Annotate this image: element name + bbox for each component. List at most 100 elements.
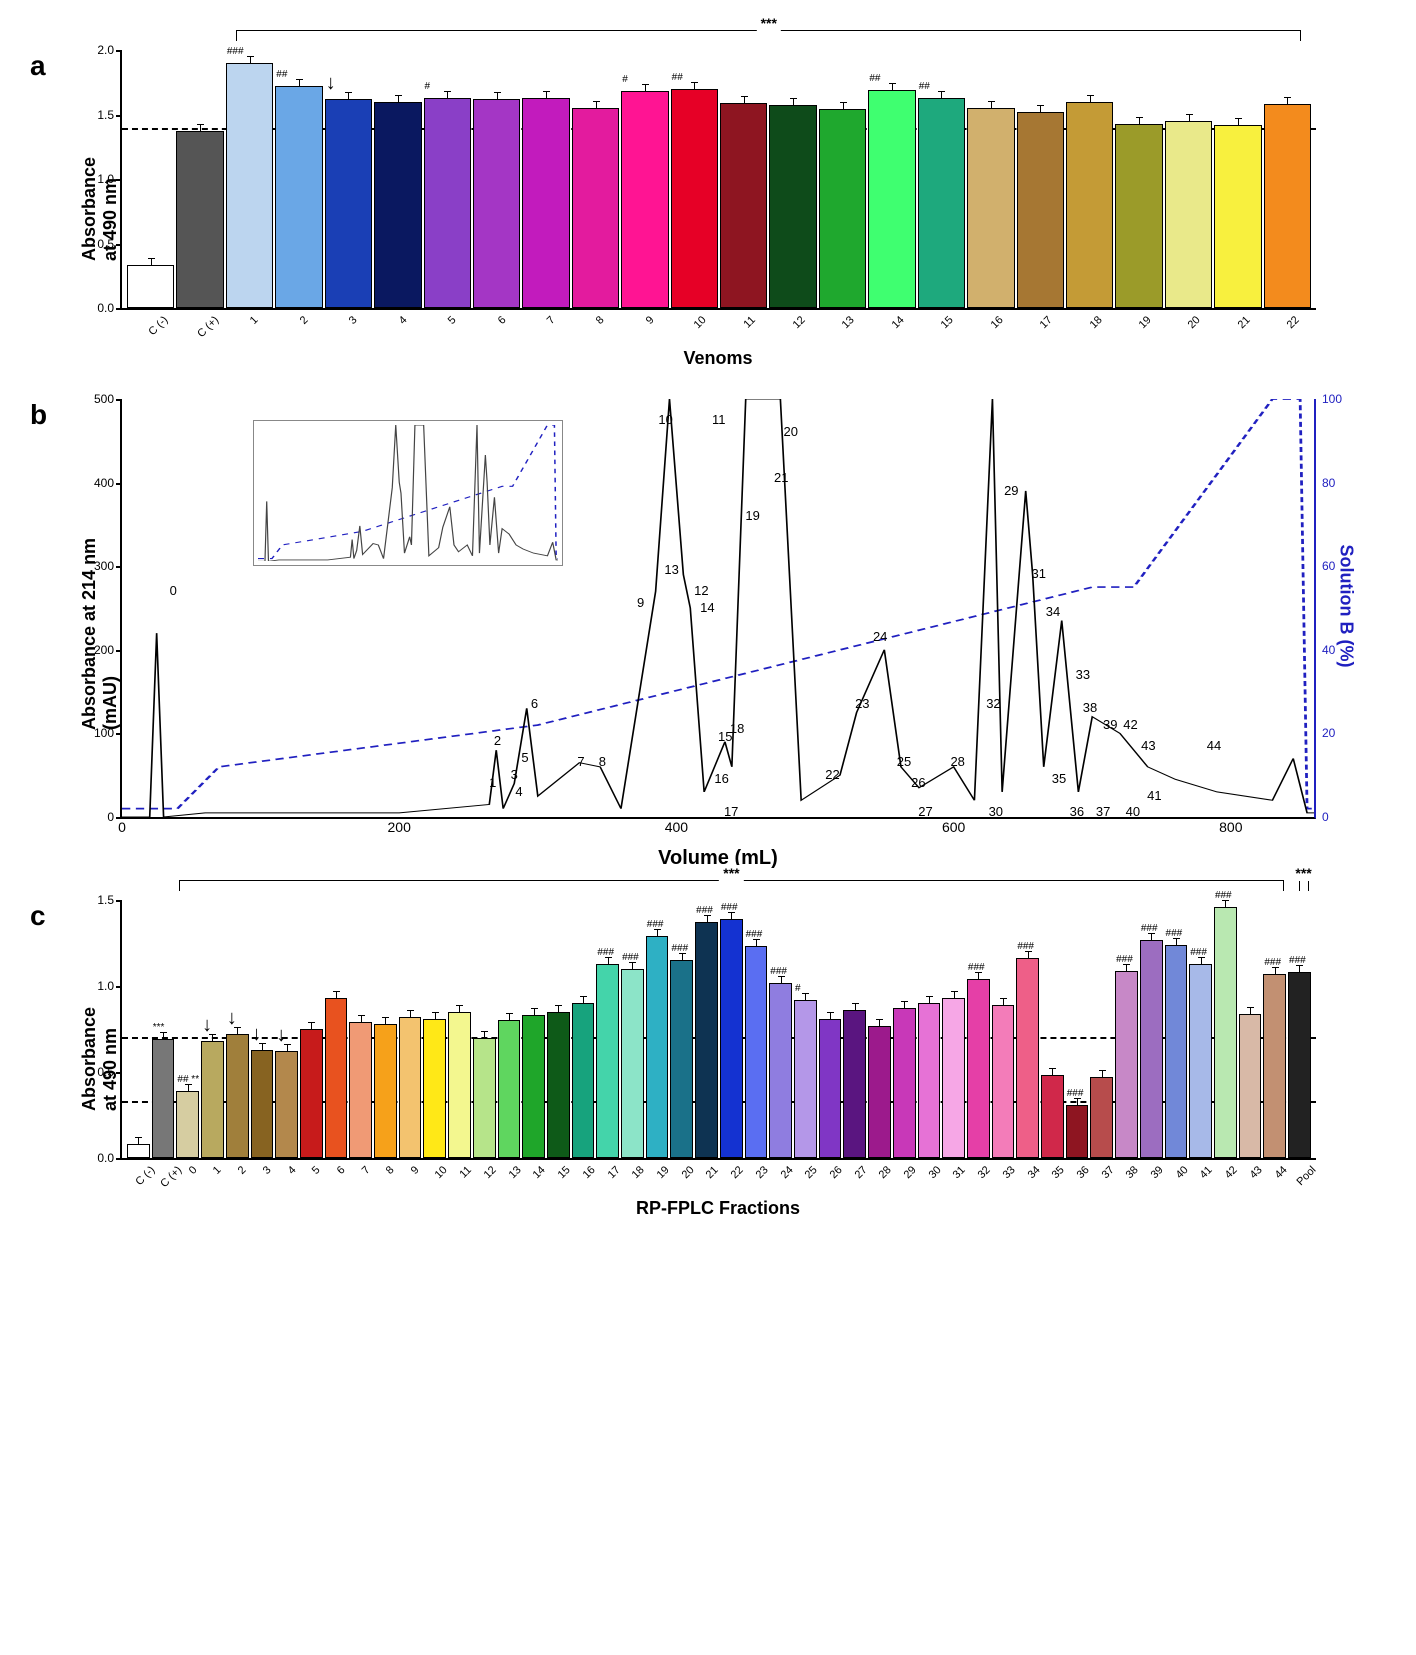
bar-17: ###17 [596, 900, 619, 1158]
peak-label: 40 [1126, 804, 1140, 819]
peak-label: 3 [511, 767, 518, 782]
bar-17: 17 [1017, 50, 1064, 308]
panel-b: b Absorbance at 214 nm (mAU) Solution B … [20, 399, 1396, 870]
peak-label: 33 [1076, 667, 1090, 682]
bar-22: ###22 [720, 900, 743, 1158]
bar-25: #25 [794, 900, 817, 1158]
bar-26: 26 [819, 900, 842, 1158]
bar-29: 29 [893, 900, 916, 1158]
bar-37: 37 [1090, 900, 1113, 1158]
bar-10: ##10 [671, 50, 718, 308]
peak-label: 17 [724, 804, 738, 819]
bar-5: #5 [424, 50, 471, 308]
bar-11: 11 [720, 50, 767, 308]
panel-b-chromatogram: 0100200300400500 020406080100 0123456789… [120, 399, 1316, 819]
panel-b-label: b [30, 399, 47, 431]
peak-label: 25 [897, 754, 911, 769]
bar-39: ###39 [1140, 900, 1163, 1158]
bar-10: 10 [423, 900, 446, 1158]
bar-9: #9 [621, 50, 668, 308]
bar-14: 14 [522, 900, 545, 1158]
peak-label: 38 [1083, 700, 1097, 715]
bar-8: 8 [572, 50, 619, 308]
bar-30: 30 [918, 900, 941, 1158]
bar-19: ###19 [646, 900, 669, 1158]
bar-38: ###38 [1115, 900, 1138, 1158]
bar-16: 16 [572, 900, 595, 1158]
bar-21: ###21 [695, 900, 718, 1158]
panel-b-ylabel2: Solution B (%) [1336, 545, 1357, 695]
panel-a-xlabel: Venoms [120, 348, 1316, 369]
peak-label: 26 [911, 775, 925, 790]
peak-label: 13 [664, 562, 678, 577]
bar-8: 8 [374, 900, 397, 1158]
peak-label: 43 [1141, 738, 1155, 753]
peak-label: 16 [714, 771, 728, 786]
bar-4: ↓4 [275, 900, 298, 1158]
bar-28: 28 [868, 900, 891, 1158]
peak-label: 7 [577, 754, 584, 769]
bar-41: ###41 [1189, 900, 1212, 1158]
bar-15: 15 [547, 900, 570, 1158]
panel-a: a Absorbance at 490 nm 0.00.51.01.52.0 *… [20, 50, 1396, 369]
peak-label: 5 [521, 750, 528, 765]
peak-label: 21 [774, 470, 788, 485]
bar-32: ###32 [967, 900, 990, 1158]
bar-44: ###44 [1263, 900, 1286, 1158]
bar-20: ###20 [670, 900, 693, 1158]
panel-c-ylabel: Absorbance at 490 nm [79, 991, 121, 1111]
peak-label: 0 [170, 583, 177, 598]
bar-27: 27 [843, 900, 866, 1158]
bar-1: ↓1 [201, 900, 224, 1158]
bar-C (+): ***C (+) [152, 900, 175, 1158]
bar-18: 18 [1066, 50, 1113, 308]
peak-label: 14 [700, 600, 714, 615]
bar-3: ↓3 [251, 900, 274, 1158]
peak-label: 37 [1096, 804, 1110, 819]
bar-7: 7 [349, 900, 372, 1158]
bar-1: ###1 [226, 50, 273, 308]
peak-label: 6 [531, 696, 538, 711]
bar-9: 9 [399, 900, 422, 1158]
bar-12: 12 [769, 50, 816, 308]
bar-6: 6 [473, 50, 520, 308]
peak-label: 30 [989, 804, 1003, 819]
bar-20: 20 [1165, 50, 1212, 308]
bar-42: ###42 [1214, 900, 1237, 1158]
peak-label: 35 [1052, 771, 1066, 786]
bar-C (+): C (+) [176, 50, 223, 308]
peak-label: 12 [694, 583, 708, 598]
bar-22: 22 [1264, 50, 1311, 308]
bar-35: 35 [1041, 900, 1064, 1158]
peak-label: 2 [494, 733, 501, 748]
bar-5: 5 [300, 900, 323, 1158]
bar-0: ## **0 [176, 900, 199, 1158]
panel-b-xlabel: Volume (mL) [120, 847, 1316, 870]
bar-7: 7 [522, 50, 569, 308]
bar-43: 43 [1239, 900, 1262, 1158]
peak-label: 22 [825, 767, 839, 782]
peak-label: 9 [637, 595, 644, 610]
bar-12: 12 [473, 900, 496, 1158]
bar-13: 13 [819, 50, 866, 308]
panel-c-label: c [30, 900, 46, 932]
bar-31: 31 [942, 900, 965, 1158]
panel-a-bars: 0.00.51.01.52.0 ***C (-)C (+)###1##2↓34#… [120, 50, 1316, 310]
bar-2: ##2 [275, 50, 322, 308]
peak-label: 31 [1031, 566, 1045, 581]
bar-15: ##15 [918, 50, 965, 308]
peak-label: 20 [784, 424, 798, 439]
peak-label: 34 [1046, 604, 1060, 619]
peak-label: 42 [1123, 717, 1137, 732]
bar-14: ##14 [868, 50, 915, 308]
peak-label: 18 [730, 721, 744, 736]
peak-label: 44 [1207, 738, 1221, 753]
peak-label: 8 [599, 754, 606, 769]
bar-18: ###18 [621, 900, 644, 1158]
panel-c-bars: 0.00.51.01.5 ******C (-)***C (+)## **0↓1… [120, 900, 1316, 1160]
peak-label: 1 [489, 775, 496, 790]
bar-Pool: ###Pool [1288, 900, 1311, 1158]
peak-label: 28 [950, 754, 964, 769]
panel-c-xlabel: RP-FPLC Fractions [120, 1198, 1316, 1219]
bar-C (-): C (-) [127, 50, 174, 308]
